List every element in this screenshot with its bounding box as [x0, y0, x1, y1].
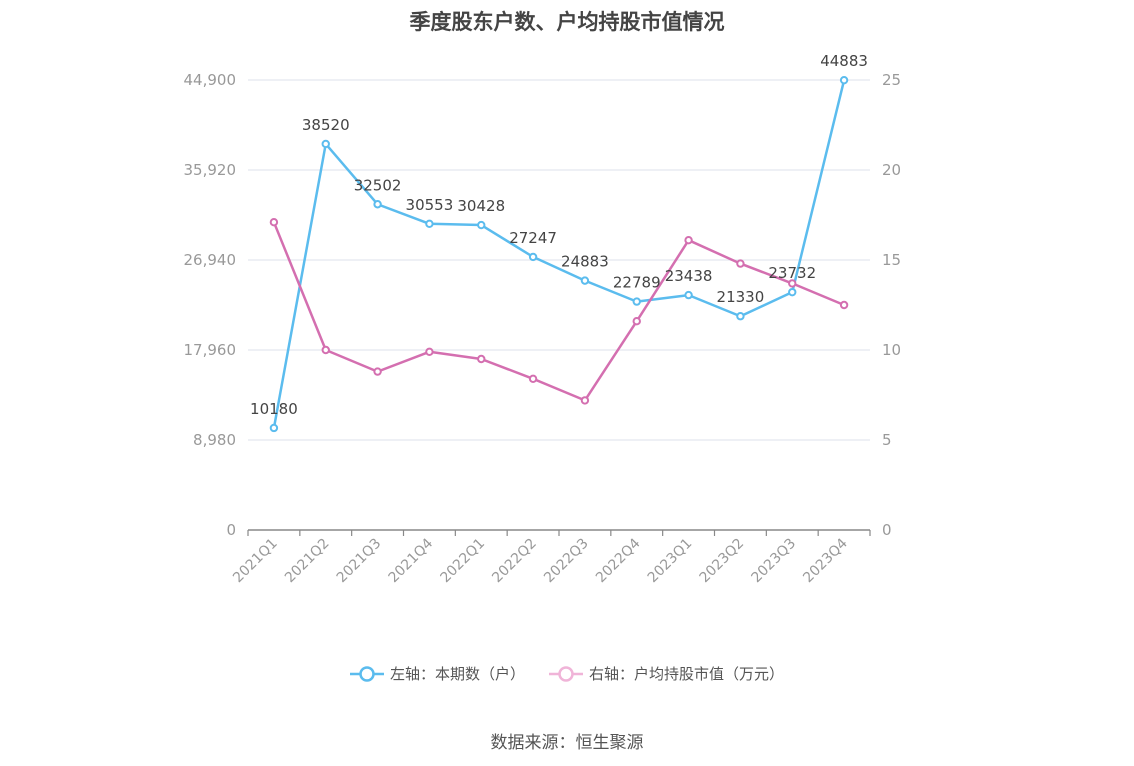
data-label: 23732 [768, 264, 816, 282]
series-lines [269, 75, 849, 433]
y-left-tick-label: 26,940 [184, 251, 237, 269]
legend-marker-icon [349, 665, 384, 682]
x-tick-label: 2023Q3 [748, 536, 799, 587]
data-point [373, 200, 382, 209]
data-point [528, 252, 538, 262]
x-tick-label: 2021Q2 [282, 536, 333, 587]
legend-label: 右轴：户均持股市值（万元） [589, 665, 785, 683]
data-label: 22789 [613, 274, 661, 292]
y-right-tick-label: 10 [882, 341, 901, 359]
x-tick-label: 2021Q1 [230, 536, 281, 587]
data-point [580, 276, 590, 285]
data-point [321, 345, 330, 355]
x-tick-label: 2023Q1 [645, 536, 696, 587]
legend-item-left-series[interactable]: 左轴：本期数（户） [349, 663, 525, 684]
data-label: 30553 [406, 196, 454, 214]
y-right-tick-label: 5 [882, 431, 892, 449]
data-label: 32502 [354, 176, 402, 194]
data-point [425, 347, 434, 356]
data-point [736, 312, 745, 321]
y-left-tick-label: 17,960 [184, 341, 237, 359]
data-point [269, 423, 279, 433]
legend-label: 左轴：本期数（户） [389, 665, 525, 683]
grid-lines [248, 79, 870, 441]
series-line-right [272, 221, 845, 402]
y-right-tick-label: 15 [882, 251, 901, 269]
y-left-tick-label: 35,920 [184, 161, 237, 179]
x-tick-label: 2023Q2 [697, 536, 748, 587]
x-tick-label: 2022Q3 [541, 536, 592, 587]
data-point [684, 290, 693, 300]
data-point [321, 139, 330, 149]
data-point [477, 354, 486, 364]
data-point [269, 218, 279, 227]
x-tick-label: 2022Q4 [593, 535, 644, 586]
data-point [632, 297, 641, 306]
y-right-tick-label: 25 [882, 71, 901, 89]
data-label: 27247 [509, 229, 557, 247]
data-label: 23438 [665, 267, 713, 285]
chart-title: 季度股东户数、户均持股市值情况 [409, 10, 725, 34]
x-tick-label: 2022Q2 [489, 536, 540, 587]
legend-item-right-series[interactable]: 右轴：户均持股市值（万元） [549, 663, 784, 684]
y-left-tick-label: 0 [226, 521, 236, 539]
data-point [528, 374, 538, 383]
x-tick-label: 2021Q3 [334, 536, 385, 587]
x-tick-label: 2021Q4 [386, 535, 437, 586]
data-label: 21330 [717, 288, 765, 306]
data-point [373, 367, 382, 376]
data-point [839, 75, 849, 85]
data-point [736, 259, 745, 268]
data-point [684, 236, 693, 245]
data-point [788, 279, 797, 288]
y-right-tick-label: 20 [882, 161, 901, 179]
y-right-tick-label: 0 [882, 521, 892, 539]
y-left-tick-label: 44,900 [184, 71, 237, 89]
series-line-left [272, 79, 846, 429]
data-label: 38520 [302, 116, 350, 134]
data-label: 30428 [457, 197, 505, 215]
source-note: 数据来源：恒生聚源 [490, 733, 644, 753]
data-point [632, 317, 641, 326]
data-point [425, 219, 434, 228]
y-left-tick-label: 8,980 [193, 431, 236, 449]
x-tick-label: 2023Q4 [800, 535, 851, 586]
data-label: 10180 [250, 400, 298, 418]
data-point [477, 220, 486, 230]
legend: 左轴：本期数（户） 右轴：户均持股市值（万元） [0, 663, 1134, 684]
data-point [580, 396, 590, 405]
data-point [839, 300, 849, 310]
x-tick-label: 2022Q1 [437, 536, 488, 587]
data-label: 44883 [820, 52, 868, 70]
data-label: 24883 [561, 253, 609, 271]
data-point [788, 287, 797, 297]
legend-marker-icon [549, 665, 583, 682]
